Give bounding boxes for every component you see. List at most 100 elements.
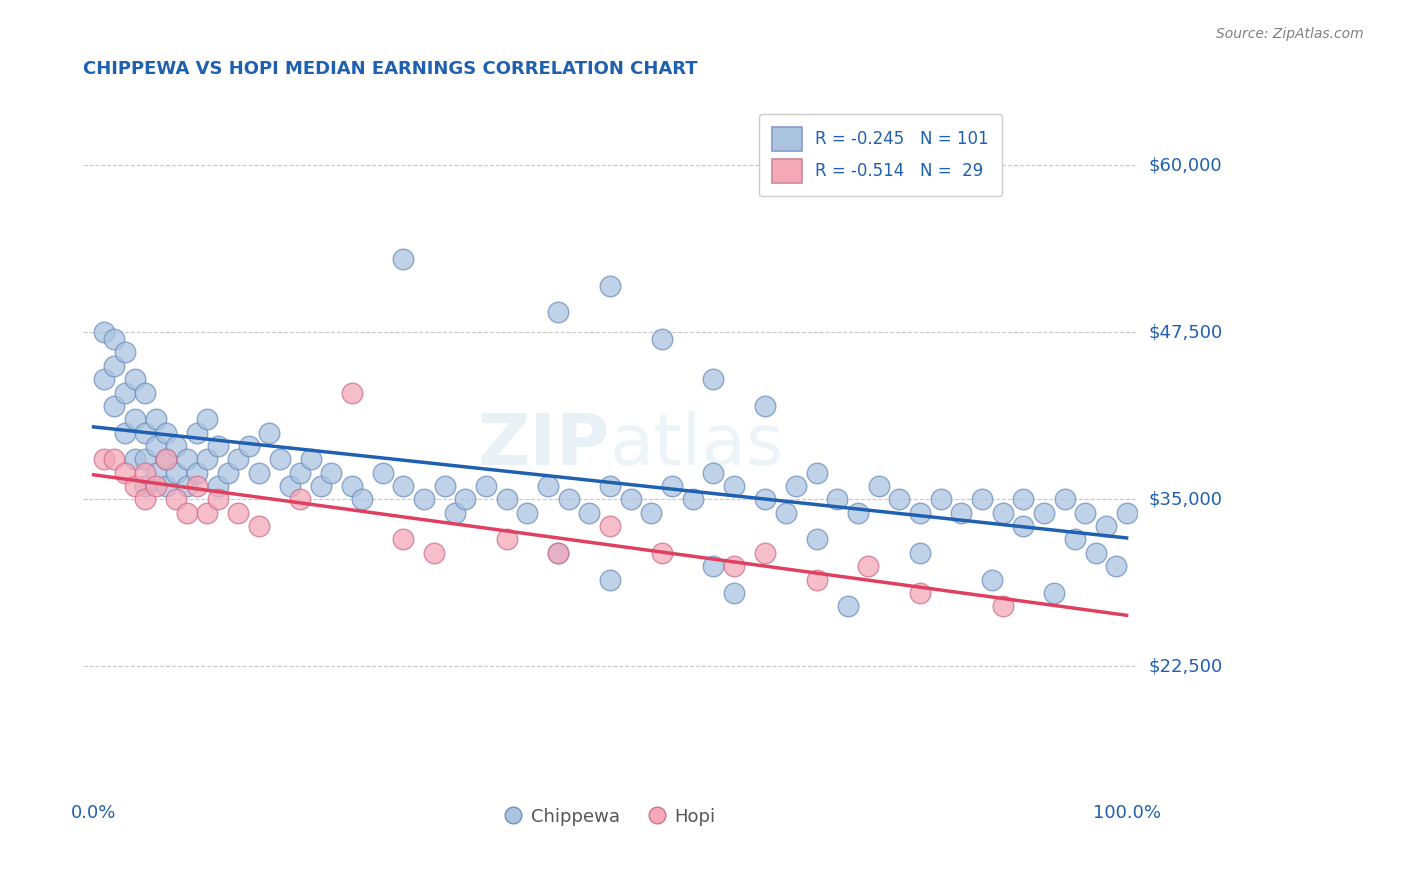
Point <box>309 479 332 493</box>
Point <box>207 479 229 493</box>
Point <box>226 506 249 520</box>
Point <box>754 546 776 560</box>
Point <box>257 425 280 440</box>
Text: Source: ZipAtlas.com: Source: ZipAtlas.com <box>1216 27 1364 41</box>
Point <box>1012 519 1035 533</box>
Point <box>103 359 125 373</box>
Point <box>371 466 394 480</box>
Point <box>1084 546 1107 560</box>
Point <box>827 492 849 507</box>
Point <box>238 439 260 453</box>
Point <box>114 466 136 480</box>
Point <box>454 492 477 507</box>
Point <box>145 479 167 493</box>
Point <box>495 492 517 507</box>
Point <box>806 573 828 587</box>
Point <box>599 479 621 493</box>
Text: $47,500: $47,500 <box>1149 324 1222 342</box>
Point <box>868 479 890 493</box>
Legend: Chippewa, Hopi: Chippewa, Hopi <box>498 800 723 833</box>
Point <box>247 466 270 480</box>
Point <box>195 506 218 520</box>
Point <box>413 492 436 507</box>
Point <box>145 412 167 426</box>
Point <box>858 559 880 574</box>
Point <box>340 479 363 493</box>
Point <box>165 492 187 507</box>
Point <box>145 439 167 453</box>
Point <box>340 385 363 400</box>
Point <box>134 425 156 440</box>
Point <box>207 492 229 507</box>
Point <box>134 385 156 400</box>
Point <box>114 345 136 359</box>
Point <box>908 506 931 520</box>
Point <box>165 466 187 480</box>
Point <box>1012 492 1035 507</box>
Point <box>155 452 177 467</box>
Point <box>93 452 115 467</box>
Point <box>547 546 569 560</box>
Point <box>754 492 776 507</box>
Point <box>950 506 973 520</box>
Point <box>846 506 869 520</box>
Point <box>702 559 724 574</box>
Point <box>103 452 125 467</box>
Point <box>321 466 343 480</box>
Point <box>547 305 569 319</box>
Point <box>392 479 415 493</box>
Point <box>352 492 374 507</box>
Point <box>155 425 177 440</box>
Point <box>1074 506 1097 520</box>
Point <box>558 492 581 507</box>
Text: $35,000: $35,000 <box>1149 491 1222 508</box>
Point <box>723 586 745 600</box>
Point <box>145 466 167 480</box>
Point <box>991 506 1014 520</box>
Point <box>423 546 446 560</box>
Point <box>186 466 208 480</box>
Point <box>723 559 745 574</box>
Point <box>723 479 745 493</box>
Point <box>785 479 807 493</box>
Point <box>103 399 125 413</box>
Point <box>103 332 125 346</box>
Text: CHIPPEWA VS HOPI MEDIAN EARNINGS CORRELATION CHART: CHIPPEWA VS HOPI MEDIAN EARNINGS CORRELA… <box>83 60 697 78</box>
Point <box>1115 506 1137 520</box>
Point <box>578 506 600 520</box>
Point <box>651 332 673 346</box>
Point <box>176 506 198 520</box>
Point <box>981 573 1004 587</box>
Point <box>134 452 156 467</box>
Point <box>288 466 311 480</box>
Point <box>599 573 621 587</box>
Point <box>114 385 136 400</box>
Point <box>651 546 673 560</box>
Point <box>599 278 621 293</box>
Point <box>1095 519 1118 533</box>
Point <box>247 519 270 533</box>
Point <box>134 492 156 507</box>
Point <box>124 372 146 386</box>
Point <box>537 479 560 493</box>
Point <box>908 586 931 600</box>
Point <box>186 425 208 440</box>
Point <box>392 252 415 266</box>
Point <box>620 492 643 507</box>
Point <box>226 452 249 467</box>
Point <box>195 412 218 426</box>
Point <box>991 599 1014 614</box>
Point <box>475 479 498 493</box>
Point <box>908 546 931 560</box>
Point <box>889 492 911 507</box>
Point <box>114 425 136 440</box>
Point <box>775 506 797 520</box>
Point <box>134 466 156 480</box>
Point <box>134 479 156 493</box>
Point <box>1053 492 1076 507</box>
Point <box>93 372 115 386</box>
Point <box>929 492 952 507</box>
Point <box>702 466 724 480</box>
Point <box>444 506 467 520</box>
Point <box>278 479 301 493</box>
